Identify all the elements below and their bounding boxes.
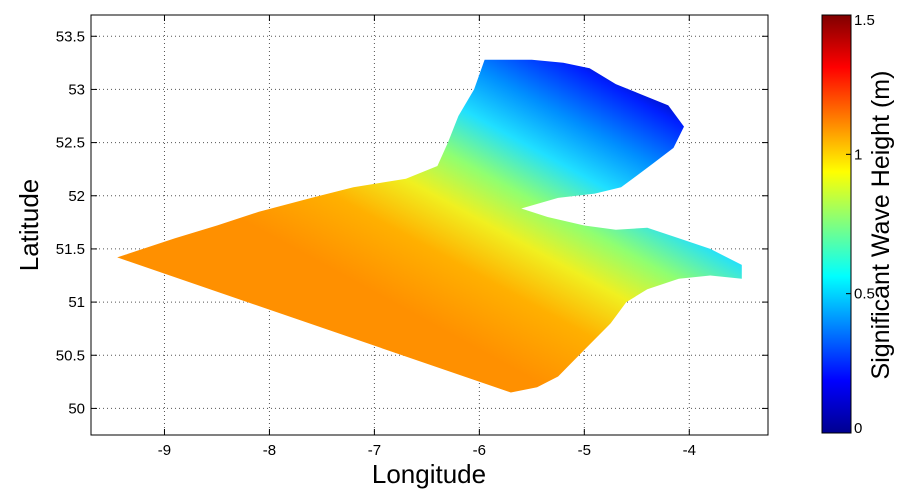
y-tick-label: 50.5 [56, 347, 85, 364]
x-tick-label: -4 [683, 442, 696, 459]
y-axis-label: Latitude [14, 179, 44, 272]
x-axis-ticks: -9 -8 -7 -6 -5 -4 [158, 15, 696, 459]
wave-height-field [117, 59, 742, 393]
y-tick-label: 51.5 [56, 241, 85, 258]
x-tick-label: -5 [578, 442, 591, 459]
x-axis-label: Longitude [372, 459, 486, 489]
plot-frame [90, 14, 769, 436]
y-tick-label: 53.5 [56, 28, 85, 45]
colorbar-label: Significant Wave Height (m) [867, 71, 895, 380]
y-tick-label: 51 [68, 294, 85, 311]
x-tick-label: -6 [473, 442, 486, 459]
x-tick-label: -9 [158, 442, 171, 459]
colorbar-tick-label: 0.5 [854, 286, 875, 303]
x-tick-label: -7 [368, 442, 381, 459]
colorbar-ticks: 0 0.5 1 1.5 [846, 12, 875, 437]
colorbar-tick-label: 1 [854, 146, 862, 163]
colorbar-tick-label: 1.5 [854, 12, 875, 29]
y-tick-label: 50 [68, 400, 85, 417]
y-axis-ticks: 50 50.5 51 51.5 52 52.5 53 53.5 [56, 28, 768, 417]
y-tick-label: 53 [68, 81, 85, 98]
x-tick-label: -8 [263, 442, 276, 459]
colorbar-tick-label: 0 [854, 420, 862, 437]
colorbar [821, 14, 852, 434]
y-tick-label: 52 [68, 188, 85, 205]
y-tick-label: 52.5 [56, 135, 85, 152]
